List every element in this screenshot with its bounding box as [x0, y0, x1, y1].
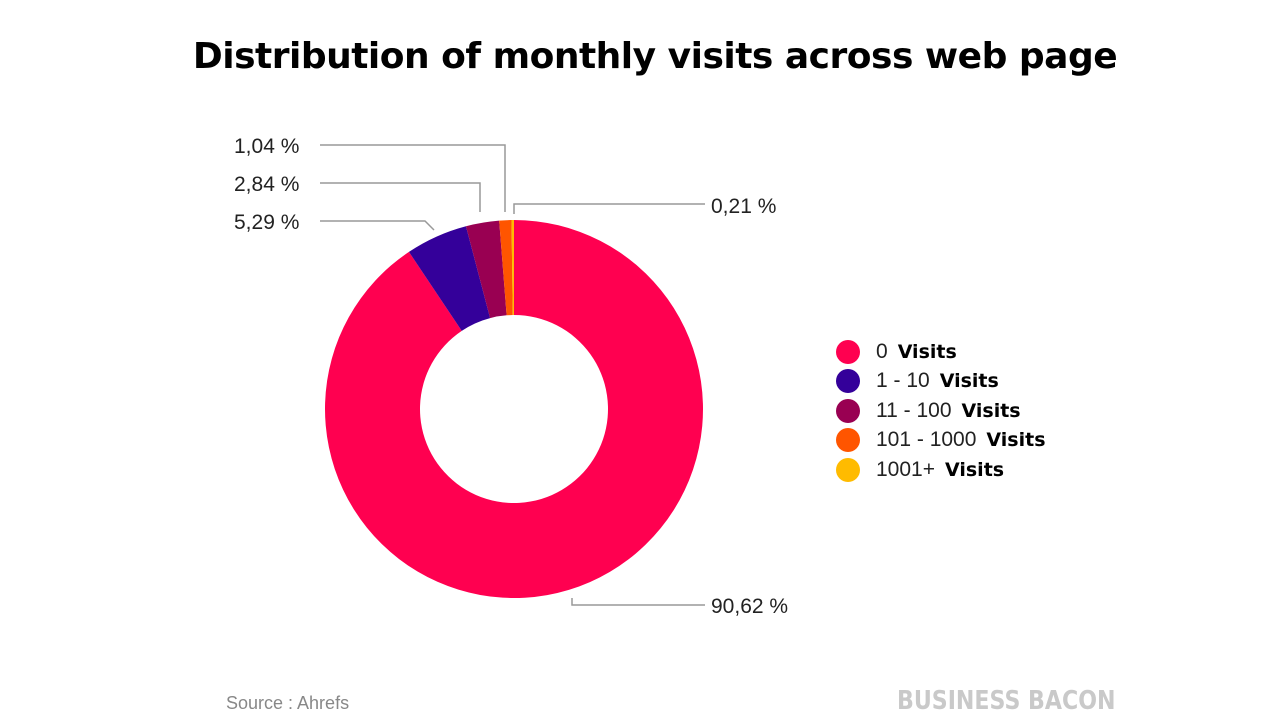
source-note: Source : Ahrefs [226, 693, 350, 713]
leader-line-4 [513, 203, 705, 214]
legend-range: 1 - 10 [876, 369, 930, 393]
legend-dot-0 [836, 339, 860, 364]
donut-slice-3 [499, 220, 513, 316]
legend-suffix: Visits [986, 429, 1046, 452]
legend: 0 Visits 1 - 10 Visits 11 - 100 Visits 101 … [836, 337, 1046, 485]
value-label-3: 1,04 % [234, 135, 299, 158]
legend-suffix: Visits [944, 458, 1005, 481]
legend-item-1: 1 - 10 Visits [836, 367, 1046, 397]
legend-dot-3 [836, 428, 860, 453]
donut-slice-2 [465, 220, 507, 319]
legend-dot-1 [836, 369, 860, 394]
donut-slice-4 [511, 220, 514, 316]
legend-item-0: 0 Visits [836, 337, 1046, 367]
brand-logo: BUSINESS BACON [897, 686, 1116, 716]
legend-suffix: Visits [961, 399, 1021, 422]
legend-range: 0 [876, 339, 888, 363]
legend-item-3: 101 - 1000 Visits [836, 426, 1046, 456]
value-label-2: 2,84 % [234, 173, 299, 196]
leader-line-3 [320, 144, 506, 212]
leader-line-1 [320, 220, 435, 231]
value-label-1: 5,29 % [234, 211, 299, 234]
legend-dot-4 [836, 457, 860, 482]
legend-dot-2 [836, 398, 860, 423]
legend-range: 1001+ [876, 457, 935, 481]
value-label-4: 0,21 % [711, 195, 776, 218]
leader-lines [320, 144, 705, 606]
legend-item-4: 1001+ Visits [836, 455, 1046, 485]
leader-line-0 [571, 598, 705, 606]
legend-item-2: 11 - 100 Visits [836, 396, 1046, 426]
legend-range: 101 - 1000 [876, 428, 977, 452]
donut-slice-1 [408, 226, 491, 331]
chart-title: Distribution of monthly visits across we… [192, 36, 1118, 77]
donut-slice-0 [325, 220, 704, 598]
leader-line-2 [320, 182, 481, 212]
legend-suffix: Visits [897, 340, 957, 363]
value-label-0: 90,62 % [711, 595, 788, 618]
legend-suffix: Visits [939, 370, 999, 393]
legend-range: 11 - 100 [876, 398, 952, 422]
